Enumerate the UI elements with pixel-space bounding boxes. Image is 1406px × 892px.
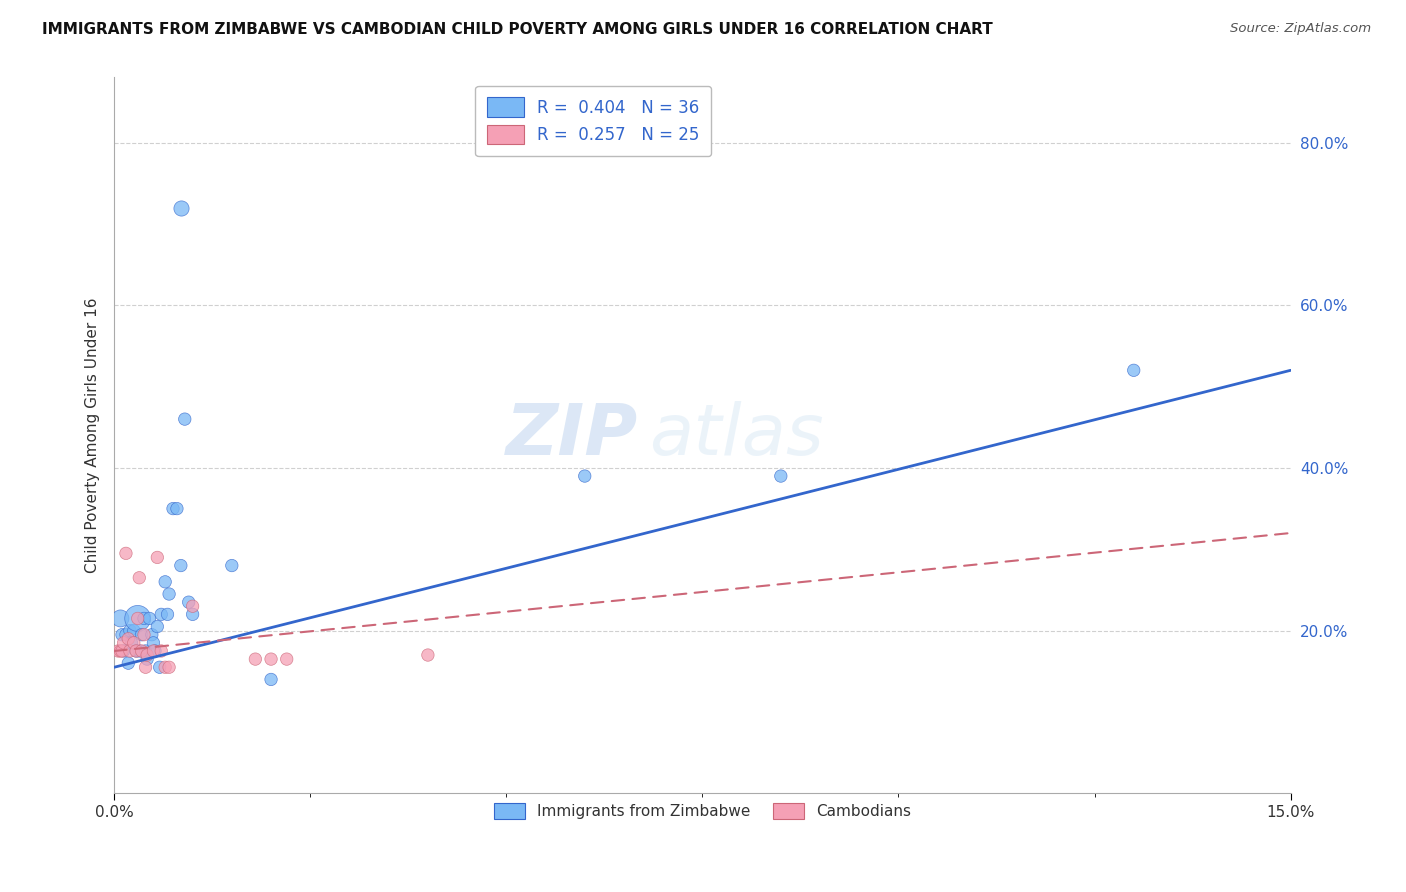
Y-axis label: Child Poverty Among Girls Under 16: Child Poverty Among Girls Under 16 bbox=[86, 298, 100, 574]
Point bbox=[117, 656, 139, 670]
Point bbox=[132, 628, 155, 642]
Point bbox=[157, 660, 180, 674]
Point bbox=[132, 611, 155, 625]
Point bbox=[131, 628, 153, 642]
Point bbox=[146, 550, 169, 565]
Point bbox=[122, 636, 145, 650]
Text: ZIP: ZIP bbox=[505, 401, 638, 470]
Point bbox=[142, 644, 165, 658]
Point bbox=[135, 660, 157, 674]
Point bbox=[260, 652, 283, 666]
Point bbox=[115, 546, 138, 560]
Text: atlas: atlas bbox=[650, 401, 824, 470]
Point bbox=[170, 201, 193, 215]
Point bbox=[142, 636, 165, 650]
Point bbox=[118, 624, 141, 638]
Point bbox=[141, 628, 163, 642]
Point bbox=[136, 648, 159, 662]
Point bbox=[107, 644, 129, 658]
Point bbox=[128, 644, 150, 658]
Point bbox=[118, 644, 141, 658]
Point bbox=[125, 644, 148, 658]
Point bbox=[181, 599, 204, 614]
Point bbox=[245, 652, 267, 666]
Point bbox=[110, 644, 132, 658]
Point bbox=[221, 558, 243, 573]
Text: IMMIGRANTS FROM ZIMBABWE VS CAMBODIAN CHILD POVERTY AMONG GIRLS UNDER 16 CORRELA: IMMIGRANTS FROM ZIMBABWE VS CAMBODIAN CH… bbox=[42, 22, 993, 37]
Point bbox=[173, 412, 195, 426]
Point bbox=[146, 619, 169, 633]
Point bbox=[138, 611, 160, 625]
Point bbox=[150, 644, 173, 658]
Point bbox=[157, 587, 180, 601]
Point bbox=[153, 574, 176, 589]
Point bbox=[153, 660, 176, 674]
Point bbox=[143, 644, 166, 658]
Point bbox=[131, 644, 153, 658]
Point bbox=[120, 636, 142, 650]
Point bbox=[127, 611, 149, 625]
Point bbox=[135, 644, 157, 658]
Point bbox=[416, 648, 439, 662]
Point bbox=[150, 607, 173, 622]
Point bbox=[115, 628, 138, 642]
Point bbox=[170, 558, 193, 573]
Point bbox=[110, 611, 132, 625]
Point bbox=[128, 571, 150, 585]
Point bbox=[112, 636, 135, 650]
Point bbox=[117, 632, 139, 646]
Point bbox=[166, 501, 188, 516]
Legend: Immigrants from Zimbabwe, Cambodians: Immigrants from Zimbabwe, Cambodians bbox=[488, 797, 917, 825]
Point bbox=[127, 611, 149, 625]
Point bbox=[276, 652, 298, 666]
Point bbox=[181, 607, 204, 622]
Point bbox=[177, 595, 200, 609]
Point bbox=[574, 469, 596, 483]
Point bbox=[260, 673, 283, 687]
Point bbox=[769, 469, 792, 483]
Point bbox=[111, 644, 134, 658]
Point bbox=[1122, 363, 1144, 377]
Point bbox=[136, 652, 159, 666]
Point bbox=[149, 660, 172, 674]
Point bbox=[162, 501, 184, 516]
Point bbox=[156, 607, 179, 622]
Point bbox=[125, 644, 148, 658]
Point bbox=[122, 624, 145, 638]
Text: Source: ZipAtlas.com: Source: ZipAtlas.com bbox=[1230, 22, 1371, 36]
Point bbox=[112, 644, 135, 658]
Point bbox=[111, 628, 134, 642]
